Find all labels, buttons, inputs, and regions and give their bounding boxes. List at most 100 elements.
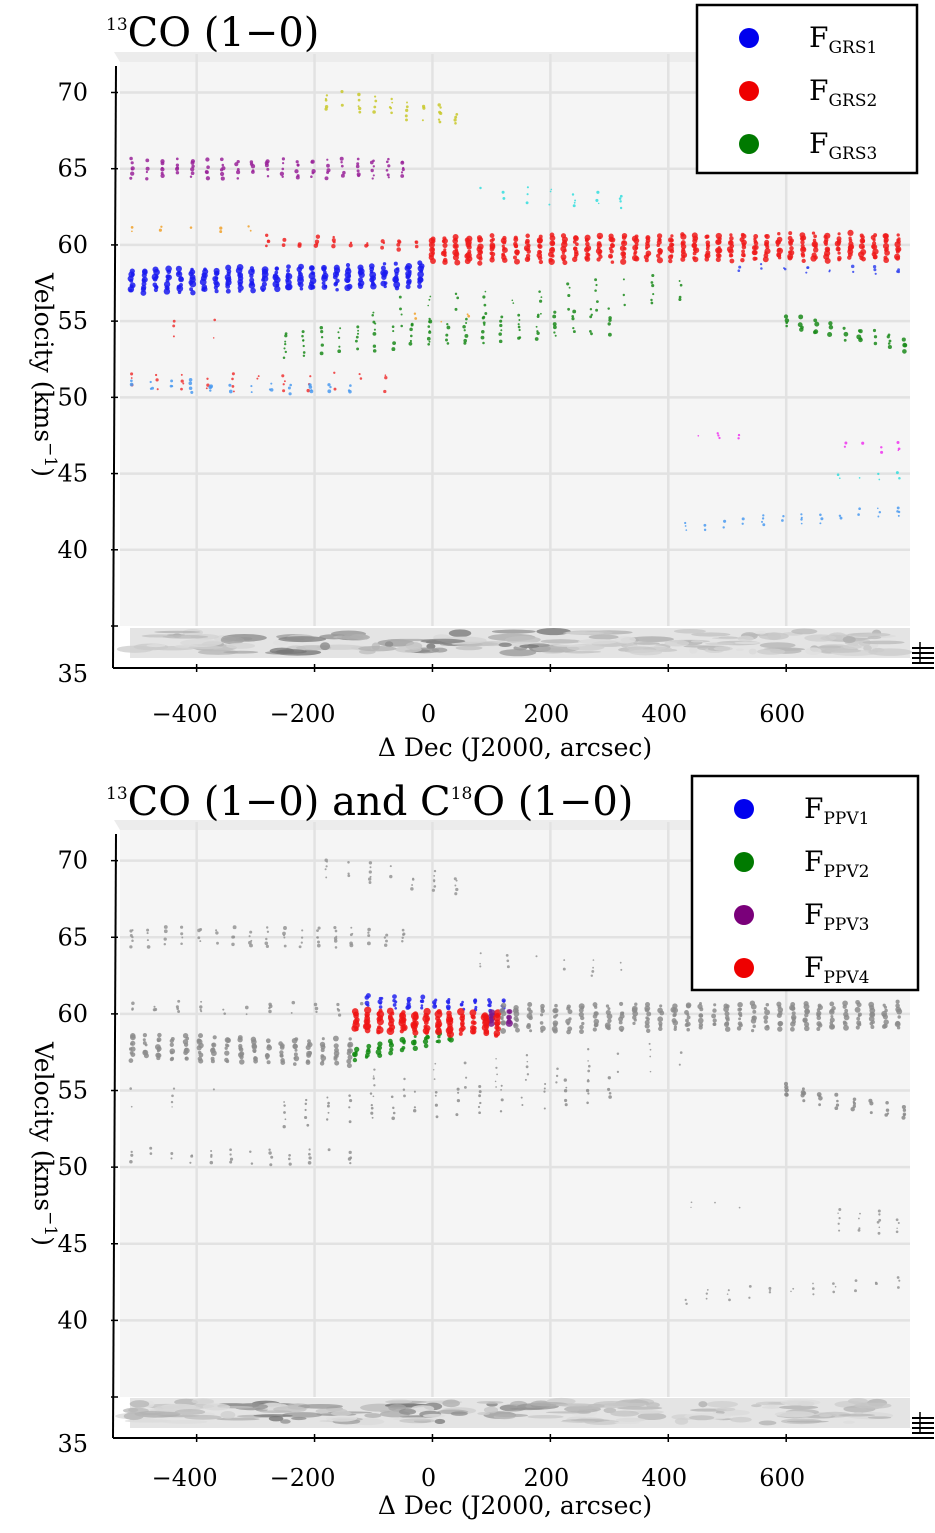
data-point — [860, 238, 866, 244]
data-point — [223, 1012, 226, 1015]
data-point — [232, 935, 236, 939]
data-point — [858, 329, 863, 334]
data-point — [304, 1115, 308, 1120]
data-point — [502, 196, 506, 200]
data-point — [568, 286, 571, 289]
data-point — [348, 1106, 351, 1109]
data-point — [440, 320, 443, 323]
data-point — [324, 105, 329, 109]
data-point — [354, 1046, 360, 1053]
data-point — [367, 931, 370, 934]
data-point — [658, 1026, 663, 1032]
data-point — [540, 1025, 546, 1032]
data-point — [457, 1007, 465, 1016]
data-point — [811, 1287, 815, 1290]
data-point — [691, 232, 698, 239]
data-point — [455, 879, 458, 882]
data-point — [268, 388, 272, 391]
data-point — [563, 959, 566, 962]
data-point — [453, 118, 457, 122]
data-point — [170, 1152, 174, 1155]
data-point — [588, 1064, 591, 1068]
data-point — [616, 1052, 620, 1055]
data-point — [391, 101, 394, 104]
data-point — [294, 1048, 298, 1052]
data-point — [234, 162, 239, 167]
data-point — [816, 1010, 822, 1016]
data-point — [160, 225, 163, 228]
data-point — [350, 926, 353, 929]
data-point — [301, 334, 304, 338]
data-point — [283, 936, 286, 939]
data-point — [304, 1102, 308, 1106]
data-point — [274, 270, 279, 275]
data-point — [320, 336, 324, 339]
data-point — [372, 165, 375, 168]
title-main: CO (1−0) — [128, 10, 320, 56]
data-point — [206, 383, 210, 387]
data-point — [897, 268, 900, 272]
data-point — [490, 255, 495, 260]
legend-item-ppv3: FPPV3 — [734, 898, 869, 935]
data-point — [829, 1023, 835, 1030]
data-point — [678, 295, 682, 299]
data-point — [737, 437, 740, 440]
data-point — [764, 239, 770, 245]
data-point — [847, 229, 854, 236]
data-point — [279, 1050, 284, 1055]
data-point — [515, 1027, 520, 1033]
data-point — [160, 159, 165, 164]
data-point — [836, 473, 840, 476]
data-point — [852, 1104, 856, 1109]
data-point — [351, 932, 354, 935]
data-point — [392, 1003, 397, 1007]
data-point — [463, 341, 467, 345]
data-point — [327, 389, 332, 394]
data-point — [498, 332, 502, 336]
data-point — [472, 998, 478, 1004]
data-point — [552, 322, 557, 327]
data-point — [266, 167, 270, 171]
data-point — [283, 1104, 286, 1107]
data-point — [764, 1009, 771, 1016]
data-point — [405, 108, 409, 113]
data-point — [888, 339, 892, 343]
data-point — [250, 385, 253, 388]
data-point — [671, 1018, 677, 1024]
floor-blob — [493, 1413, 528, 1418]
data-point — [556, 1067, 559, 1071]
data-point — [452, 243, 459, 250]
data-point — [434, 998, 438, 1002]
floor-blob — [838, 1413, 876, 1417]
data-point — [155, 274, 159, 279]
data-point — [336, 1002, 340, 1007]
data-point — [279, 171, 285, 176]
data-point — [869, 1111, 873, 1115]
data-point — [325, 94, 329, 97]
data-point — [433, 869, 437, 873]
data-point — [880, 446, 883, 449]
data-point — [895, 471, 899, 475]
data-point — [787, 235, 793, 241]
floor-blob — [867, 1416, 892, 1419]
data-point — [646, 1011, 652, 1017]
data-point — [506, 1015, 511, 1020]
data-point — [130, 377, 133, 379]
data-point — [282, 356, 286, 359]
data-point — [300, 936, 304, 939]
data-point — [548, 257, 553, 263]
data-point — [587, 1092, 590, 1095]
x-tick-label: 200 — [523, 1464, 569, 1492]
data-point — [589, 315, 593, 319]
data-point — [393, 261, 398, 266]
data-point — [400, 324, 403, 328]
data-point — [281, 157, 285, 161]
data-point — [538, 234, 543, 239]
legend-label: FGRS3 — [809, 127, 877, 164]
data-point — [314, 1006, 319, 1011]
data-point — [656, 233, 663, 239]
data-point — [620, 258, 627, 265]
data-point — [502, 247, 506, 251]
data-point — [406, 101, 408, 104]
